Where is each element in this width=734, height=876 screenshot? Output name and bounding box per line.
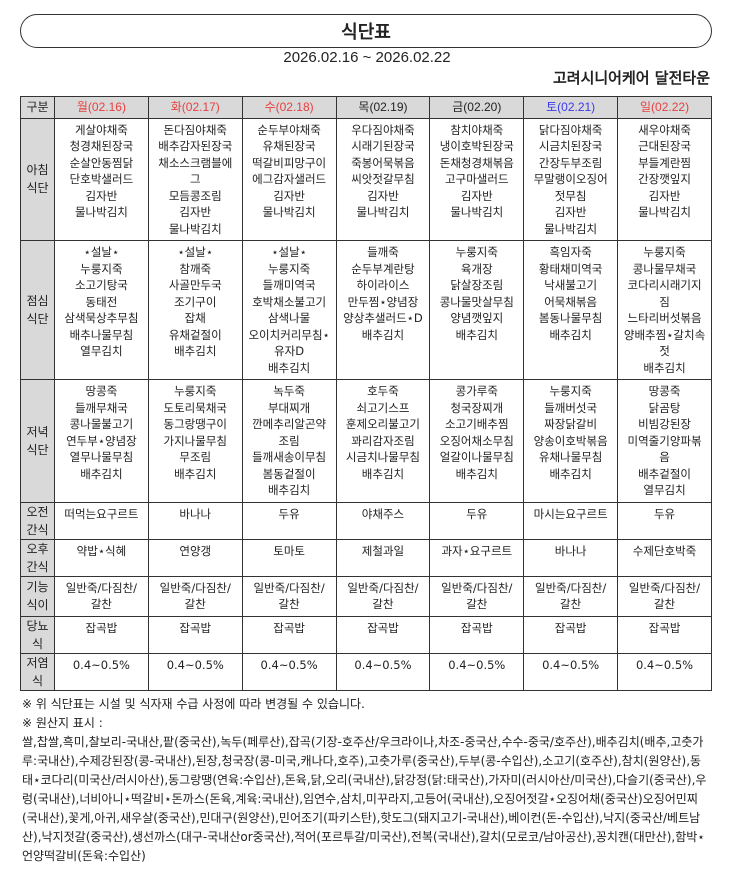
menu-cell: 0.4~0.5% bbox=[617, 652, 712, 691]
menu-cell: 땅콩죽 닭곰탕 비빔강된장 미역줄기양파볶 음 배추겉절이 열무김치 bbox=[617, 379, 712, 503]
menu-cell: 제철과일 bbox=[335, 538, 431, 577]
menu-cell: 닭다짐야채죽 시금치된장국 간장두부조림 무말랭이오징어 젓무침 김자반 물나박… bbox=[523, 117, 619, 241]
origin-list: 쌀,찹쌀,흑미,찰보리-국내산,팥(중국산),녹두(페루산),잡곡(기장-호주산… bbox=[22, 734, 707, 863]
menu-cell: 두유 bbox=[617, 501, 712, 540]
menu-cell: 0.4~0.5% bbox=[54, 652, 149, 691]
page-header: 식단표 2026.02.16 ~ 2026.02.22 고려시니어케어 달전타운 bbox=[0, 0, 734, 96]
menu-cell: 야채주스 bbox=[335, 501, 431, 540]
menu-cell: 토마토 bbox=[241, 538, 337, 577]
row-label: 저염 식 bbox=[20, 652, 55, 691]
menu-cell: 누룽지죽 도토리묵채국 동그랑땡구이 가지나물무침 무조림 배추김치 bbox=[147, 379, 243, 503]
menu-cell: 떠먹는요구르트 bbox=[54, 501, 149, 540]
menu-cell: 일반죽/다짐찬/ 갈찬 bbox=[617, 575, 712, 617]
row-label: 당뇨 식 bbox=[20, 615, 55, 654]
menu-cell: 누룽지죽 콩나물무채국 코다리시래기지 짐 느타리버섯볶음 양배추찜⋆갈치속 젓… bbox=[617, 240, 712, 380]
menu-cell: 일반죽/다짐찬/ 갈찬 bbox=[241, 575, 337, 617]
menu-cell: 흑임자죽 황태채미역국 낙새불고기 어묵채볶음 봄동나물무침 배추김치 bbox=[523, 240, 619, 380]
day-header: 월(02.16) bbox=[54, 96, 149, 119]
menu-cell: 과자⋆요구르트 bbox=[429, 538, 525, 577]
menu-cell: 우다짐야채죽 시래기된장국 죽봉어묵볶음 씨앗젓갈무침 김자반 물나박김치 bbox=[335, 117, 431, 241]
menu-cell: 누룽지죽 들깨버섯국 짜장닭갈비 양송이호박볶음 유채나물무침 배추김치 bbox=[523, 379, 619, 503]
menu-cell: 참치야채죽 냉이호박된장국 돈채청경채볶음 고구마샐러드 김자반 물나박김치 bbox=[429, 117, 525, 241]
corner-header: 구분 bbox=[20, 96, 55, 119]
menu-cell: 마시는요구르트 bbox=[523, 501, 619, 540]
menu-cell: 잡곡밥 bbox=[617, 615, 712, 654]
menu-cell: 돈다짐야채죽 배추감자된장국 채소스크램블에 그 모듬콩조림 김자반 물나박김치 bbox=[147, 117, 243, 241]
menu-cell: 바나나 bbox=[523, 538, 619, 577]
meal-row: 기능 식이 일반죽/다짐찬/ 갈찬 일반죽/다짐찬/ 갈찬 일반죽/다짐찬/ 갈찬 일반… bbox=[20, 575, 712, 617]
menu-cell: 일반죽/다짐찬/ 갈찬 bbox=[147, 575, 243, 617]
menu-cell: 일반죽/다짐찬/ 갈찬 bbox=[54, 575, 149, 617]
menu-cell: 새우야채죽 근대된장국 부들계란찜 간장깻잎지 김자반 물나박김치 bbox=[617, 117, 712, 241]
row-label: 오전 간식 bbox=[20, 501, 55, 540]
menu-cell: 잡곡밥 bbox=[54, 615, 149, 654]
row-label: 기능 식이 bbox=[20, 575, 55, 617]
menu-cell: 일반죽/다짐찬/ 갈찬 bbox=[523, 575, 619, 617]
menu-cell: 두유 bbox=[241, 501, 337, 540]
page-title: 식단표 bbox=[20, 14, 712, 48]
menu-cell: 두유 bbox=[429, 501, 525, 540]
menu-cell: 약밥⋆식혜 bbox=[54, 538, 149, 577]
meal-row: 당뇨 식 잡곡밥 잡곡밥 잡곡밥 잡곡밥 잡곡밥 잡곡밥 잡곡밥 bbox=[20, 615, 712, 654]
menu-cell: 누룽지죽 육개장 닭살장조림 콩나물맛살무침 양념깻잎지 배추김치 bbox=[429, 240, 525, 380]
menu-cell: 호두죽 쇠고기스프 훈제오리불고기 꽈리감자조림 시금치나물무침 배추김치 bbox=[335, 379, 431, 503]
menu-cell: 0.4~0.5% bbox=[241, 652, 337, 691]
day-header: 수(02.18) bbox=[241, 96, 337, 119]
menu-cell: 연양갱 bbox=[147, 538, 243, 577]
row-label: 점심 식단 bbox=[20, 240, 55, 380]
menu-cell: ⋆설날⋆ 누룽지죽 들깨미역국 호박채소불고기 삼색나물 오이치커리무침⋆ 유자… bbox=[241, 240, 337, 380]
menu-cell: 잡곡밥 bbox=[429, 615, 525, 654]
menu-cell: 0.4~0.5% bbox=[335, 652, 431, 691]
menu-cell: 잡곡밥 bbox=[241, 615, 337, 654]
menu-cell: 콩가루죽 청국장찌개 소고기배추찜 오징어채소무침 얼갈이나물무침 배추김치 bbox=[429, 379, 525, 503]
menu-cell: 잡곡밥 bbox=[335, 615, 431, 654]
menu-cell: ⋆설날⋆ 누룽지죽 소고기탕국 동태전 삼색묵상추무침 배추나물무침 열무김치 bbox=[54, 240, 149, 380]
row-label: 아침 식단 bbox=[20, 117, 55, 241]
notes: ※ 위 식단표는 시설 및 식자재 수급 사정에 따라 변경될 수 있습니다. … bbox=[22, 695, 712, 866]
row-label: 저녁 식단 bbox=[20, 379, 55, 503]
menu-cell: 0.4~0.5% bbox=[429, 652, 525, 691]
menu-cell: 일반죽/다짐찬/ 갈찬 bbox=[429, 575, 525, 617]
meal-row: 오전 간식 떠먹는요구르트 바나나 두유 야채주스 두유 마시는요구르트 두유 bbox=[20, 501, 712, 540]
meal-table: 구분 월(02.16) 화(02.17) 수(02.18) 목(02.19) 금… bbox=[20, 96, 712, 691]
menu-cell: 0.4~0.5% bbox=[523, 652, 619, 691]
menu-cell: 게살야채죽 청경채된장국 순살안동찜닭 단호박샐러드 김자반 물나박김치 bbox=[54, 117, 149, 241]
day-header: 일(02.22) bbox=[617, 96, 712, 119]
menu-cell: 0.4~0.5% bbox=[147, 652, 243, 691]
meal-row: 오후 간식 약밥⋆식혜 연양갱 토마토 제철과일 과자⋆요구르트 바나나 수제단호박죽 bbox=[20, 538, 712, 577]
menu-cell: ⋆설날⋆ 참깨죽 사골만두국 조기구이 잡채 유채겉절이 배추김치 bbox=[147, 240, 243, 380]
menu-cell: 들깨죽 순두부계란탕 하이라이스 만두찜⋆양념장 양상추샐러드⋆D 배추김치 bbox=[335, 240, 431, 380]
meal-row: 점심 식단 ⋆설날⋆ 누룽지죽 소고기탕국 동태전 삼색묵상추무침 배추나물무침 … bbox=[20, 240, 712, 380]
menu-cell: 순두부야채죽 유채된장국 떡갈비피망구이 에그감자샐러드 김자반 물나박김치 bbox=[241, 117, 337, 241]
day-header-row: 구분 월(02.16) 화(02.17) 수(02.18) 목(02.19) 금… bbox=[20, 96, 712, 119]
day-header: 목(02.19) bbox=[335, 96, 431, 119]
menu-cell: 녹두죽 부대찌개 깐메추리알곤약 조림 들깨새송이무침 봄동겉절이 배추김치 bbox=[241, 379, 337, 503]
row-label: 오후 간식 bbox=[20, 538, 55, 577]
menu-cell: 잡곡밥 bbox=[523, 615, 619, 654]
change-notice: ※ 위 식단표는 시설 및 식자재 수급 사정에 따라 변경될 수 있습니다. bbox=[22, 696, 365, 711]
facility-name: 고려시니어케어 달전타운 bbox=[552, 69, 710, 87]
meal-row: 아침 식단 게살야채죽 청경채된장국 순살안동찜닭 단호박샐러드 김자반 물나박김… bbox=[20, 117, 712, 241]
day-header: 화(02.17) bbox=[147, 96, 243, 119]
menu-cell: 땅콩죽 들깨무채국 콩나물불고기 연두부⋆양념장 열무나물무침 배추김치 bbox=[54, 379, 149, 503]
date-range: 2026.02.16 ~ 2026.02.22 bbox=[283, 49, 451, 66]
origin-heading: ※ 원산지 표시 : bbox=[22, 715, 103, 730]
day-header: 금(02.20) bbox=[429, 96, 525, 119]
menu-cell: 수제단호박죽 bbox=[617, 538, 712, 577]
menu-cell: 일반죽/다짐찬/ 갈찬 bbox=[335, 575, 431, 617]
meal-row: 저염 식 0.4~0.5% 0.4~0.5% 0.4~0.5% 0.4~0.5% 0.4~… bbox=[20, 652, 712, 691]
menu-cell: 잡곡밥 bbox=[147, 615, 243, 654]
meal-row: 저녁 식단 땅콩죽 들깨무채국 콩나물불고기 연두부⋆양념장 열무나물무침 배추김… bbox=[20, 379, 712, 503]
day-header: 토(02.21) bbox=[523, 96, 619, 119]
menu-cell: 바나나 bbox=[147, 501, 243, 540]
